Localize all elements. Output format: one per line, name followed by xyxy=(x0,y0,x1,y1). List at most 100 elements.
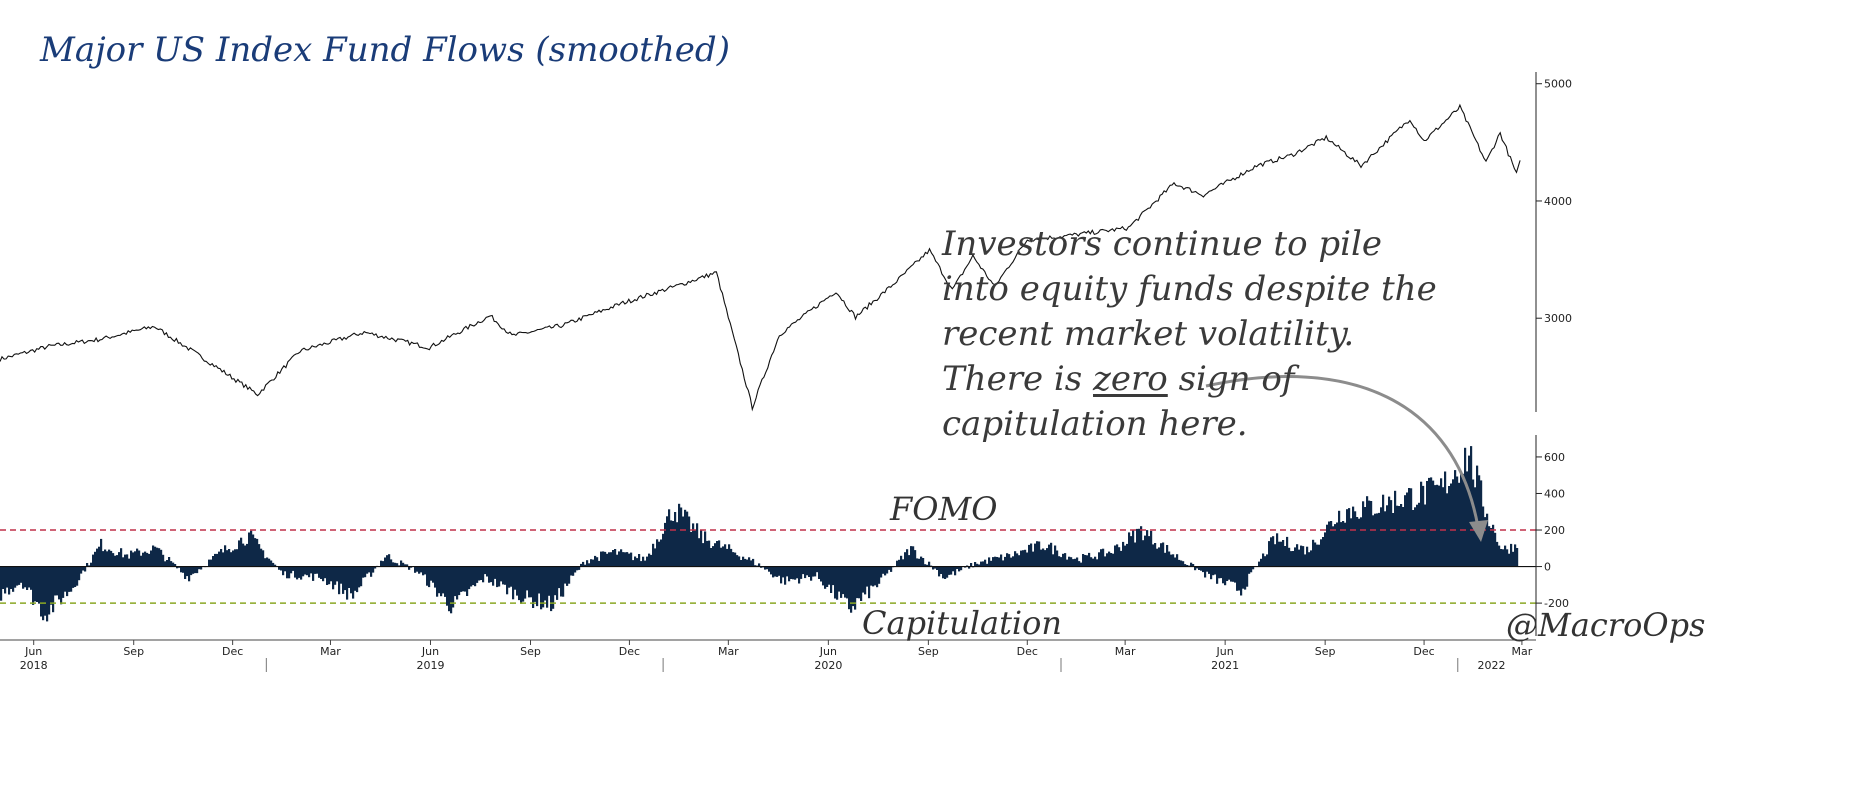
flow-bar xyxy=(958,566,961,572)
flow-bar xyxy=(232,550,235,567)
flow-bar xyxy=(890,566,893,572)
flow-bar xyxy=(124,554,127,567)
flow-bar xyxy=(1240,566,1243,596)
month-label: Jun xyxy=(421,645,439,658)
flow-bar xyxy=(158,548,161,567)
flow-bar xyxy=(1008,554,1011,567)
flow-bar xyxy=(1360,517,1363,567)
flow-bar xyxy=(704,531,707,567)
flow-bar xyxy=(1224,566,1227,586)
flow-bar xyxy=(1002,560,1005,567)
year-label: 2020 xyxy=(814,659,842,672)
flow-bar xyxy=(392,562,395,567)
flow-bar xyxy=(1414,507,1417,567)
flow-bar xyxy=(1170,554,1173,567)
flow-bar xyxy=(510,566,513,587)
flow-bar xyxy=(44,566,47,616)
flow-bar xyxy=(470,566,473,587)
flow-bar xyxy=(1258,561,1261,567)
flow-bar xyxy=(818,566,821,579)
flow-bar xyxy=(450,566,453,614)
flow-bar xyxy=(1436,484,1439,567)
flow-bar xyxy=(974,562,977,567)
month-label: Mar xyxy=(320,645,341,658)
flow-bar xyxy=(1410,488,1413,567)
flow-bar xyxy=(166,560,169,567)
flow-bar xyxy=(582,561,585,567)
flow-bar xyxy=(1036,541,1039,567)
flow-bar xyxy=(750,560,753,567)
flow-bar xyxy=(146,552,149,567)
flow-bar xyxy=(734,552,737,567)
flow-bar xyxy=(60,566,63,605)
flow-bar xyxy=(1490,528,1493,567)
flow-bar xyxy=(1514,544,1517,567)
flow-bar xyxy=(652,543,655,567)
flow-bar xyxy=(12,566,15,592)
flow-bar xyxy=(808,566,811,577)
flow-bar xyxy=(226,550,229,567)
flow-bar xyxy=(490,566,493,583)
flow-bar xyxy=(684,509,687,567)
flow-bar xyxy=(934,566,937,569)
flow-bar xyxy=(736,555,739,567)
flow-bar xyxy=(36,566,39,602)
flow-bar xyxy=(922,558,925,567)
flow-bar xyxy=(550,566,553,612)
flow-bar xyxy=(132,552,135,567)
flow-bar xyxy=(650,554,653,567)
flow-bar xyxy=(498,566,501,587)
flow-bar xyxy=(1442,487,1445,567)
flow-bar xyxy=(904,552,907,567)
flow-bar xyxy=(26,566,29,590)
flow-bar xyxy=(622,552,625,567)
flow-bar xyxy=(1270,537,1273,567)
flow-bar xyxy=(472,566,475,586)
flow-bar xyxy=(236,549,239,567)
flow-bar xyxy=(72,566,75,588)
month-label: Dec xyxy=(1413,645,1434,658)
flow-bar xyxy=(598,560,601,567)
flow-bar xyxy=(66,566,69,597)
flow-bar xyxy=(52,566,55,613)
flow-bar xyxy=(732,552,735,567)
flow-bar xyxy=(542,566,545,608)
flow-bar xyxy=(1262,553,1265,567)
flow-bar xyxy=(1274,544,1277,567)
flow-bar xyxy=(552,566,555,609)
flow-bar xyxy=(302,566,305,577)
flow-bar xyxy=(1062,553,1065,567)
flow-bar xyxy=(1392,513,1395,567)
capitulation-label: Capitulation xyxy=(862,604,1063,642)
flow-bar xyxy=(286,566,289,579)
flow-bar xyxy=(1068,556,1071,567)
flow-bar xyxy=(1146,530,1149,567)
flow-bar xyxy=(334,566,337,585)
flow-bar xyxy=(1346,509,1349,567)
flow-bar xyxy=(758,563,761,567)
flow-bar xyxy=(222,552,225,567)
month-label: Sep xyxy=(520,645,541,658)
flow-tick-label: 200 xyxy=(1544,524,1565,537)
flow-bar xyxy=(716,541,719,567)
flow-bar xyxy=(706,540,709,567)
flow-bar xyxy=(584,564,587,567)
flow-bar xyxy=(1132,529,1135,567)
flow-bar xyxy=(696,523,699,567)
flow-bar xyxy=(720,547,723,567)
flow-bar xyxy=(492,566,495,586)
flow-bar xyxy=(130,550,133,567)
flow-bar xyxy=(980,561,983,567)
flow-bar xyxy=(642,556,645,567)
flow-bar xyxy=(428,566,431,588)
year-label: 2022 xyxy=(1477,659,1505,672)
flow-bar xyxy=(528,566,531,598)
flow-bar xyxy=(488,566,491,583)
flow-bar xyxy=(474,566,477,587)
price-tick-label: 3000 xyxy=(1544,312,1572,325)
flow-bar xyxy=(1178,559,1181,567)
flow-bar xyxy=(1444,471,1447,567)
flow-bar xyxy=(316,566,319,574)
flow-bar xyxy=(1352,506,1355,567)
